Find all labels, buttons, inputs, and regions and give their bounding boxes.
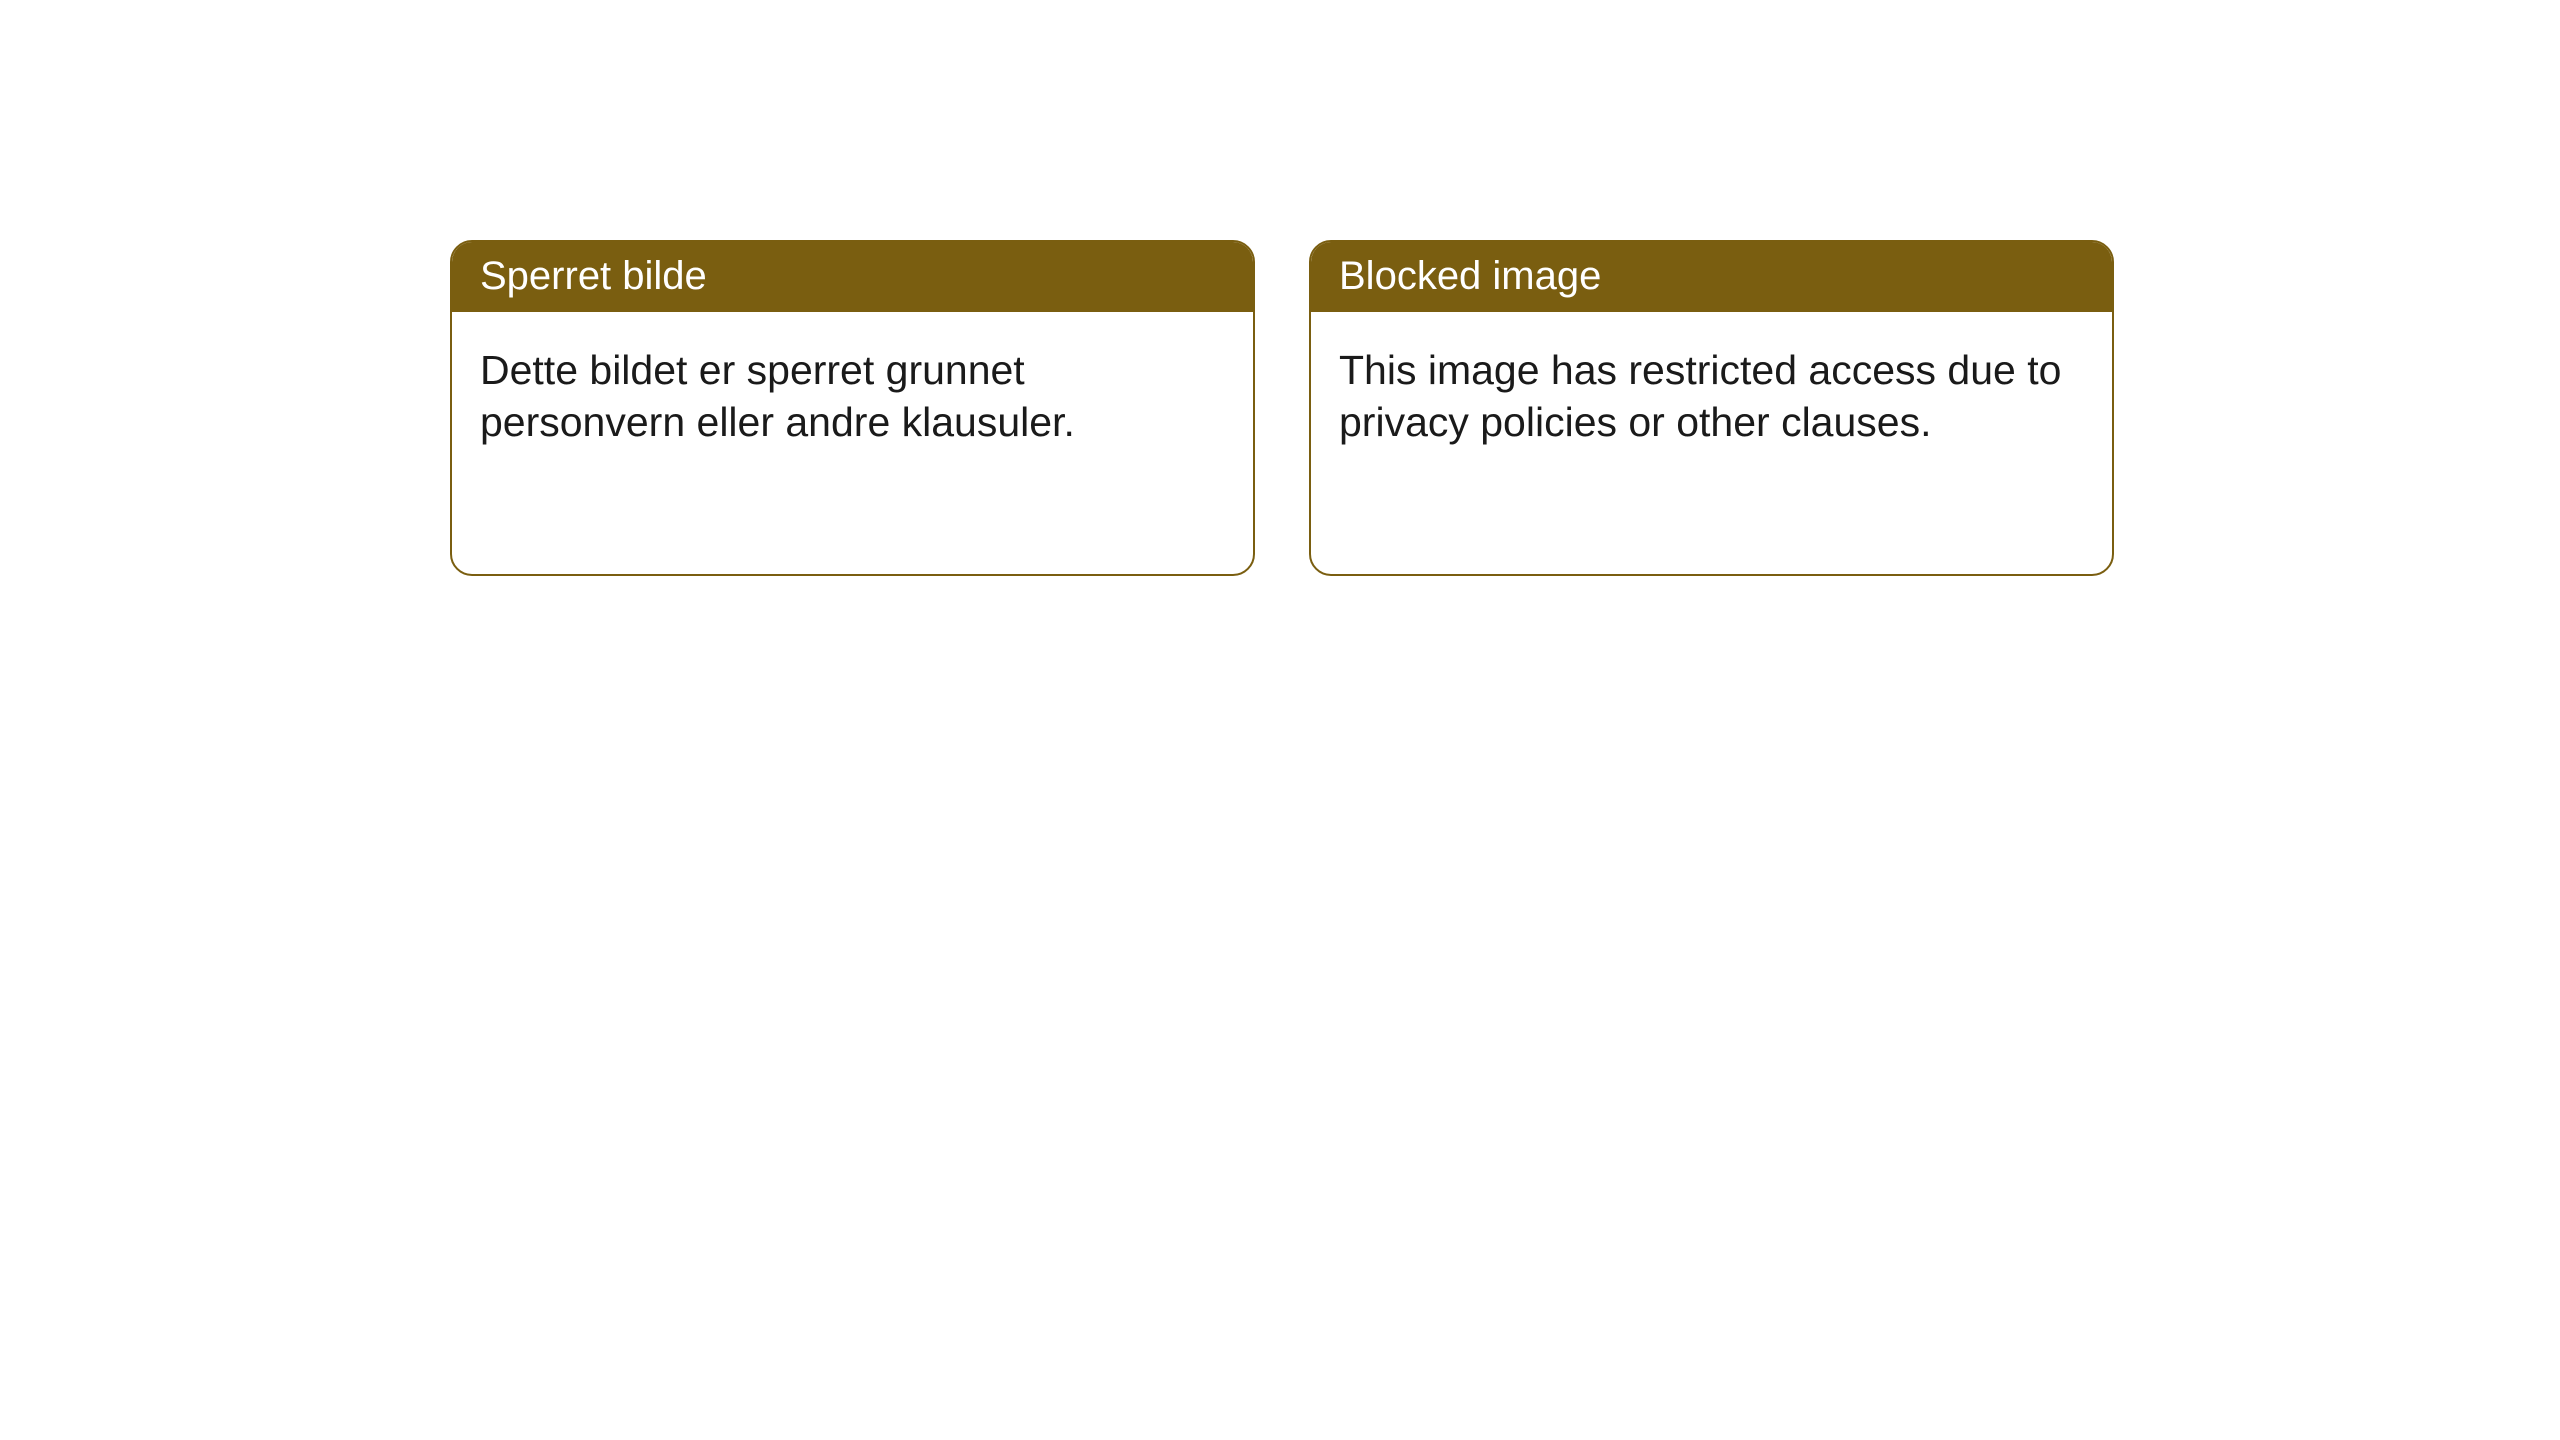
notice-title-english: Blocked image bbox=[1311, 242, 2112, 312]
notice-message-norwegian: Dette bildet er sperret grunnet personve… bbox=[452, 312, 1253, 481]
notice-card-english: Blocked image This image has restricted … bbox=[1309, 240, 2114, 576]
notice-card-norwegian: Sperret bilde Dette bildet er sperret gr… bbox=[450, 240, 1255, 576]
notice-message-english: This image has restricted access due to … bbox=[1311, 312, 2112, 481]
notice-container: Sperret bilde Dette bildet er sperret gr… bbox=[0, 0, 2560, 576]
notice-title-norwegian: Sperret bilde bbox=[452, 242, 1253, 312]
